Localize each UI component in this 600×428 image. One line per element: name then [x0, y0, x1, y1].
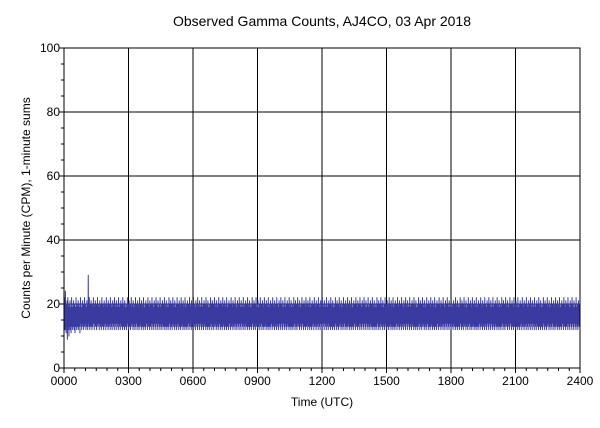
x-tick-label: 0300 [115, 374, 142, 388]
chart-title: Observed Gamma Counts, AJ4CO, 03 Apr 201… [173, 13, 471, 29]
y-tick-label: 60 [47, 169, 61, 183]
x-tick-label: 0000 [51, 374, 78, 388]
x-tick-label: 2400 [567, 374, 594, 388]
x-tick-label: 1500 [373, 374, 400, 388]
series-layer [63, 271, 581, 340]
x-tick-label: 2100 [502, 374, 529, 388]
y-tick-label: 100 [40, 41, 60, 55]
minor-ticks [61, 63, 570, 371]
y-tick-label: 0 [53, 361, 60, 375]
y-axis-ticks: 0 20 40 60 80 100 [40, 41, 64, 375]
x-axis-title: Time (UTC) [291, 395, 353, 409]
x-tick-label: 0600 [180, 374, 207, 388]
x-tick-label: 0900 [244, 374, 271, 388]
x-tick-label: 1800 [438, 374, 465, 388]
gamma-counts-series-line [63, 271, 581, 340]
x-tick-label: 1200 [309, 374, 336, 388]
y-tick-label: 80 [47, 105, 61, 119]
y-tick-label: 40 [47, 233, 61, 247]
y-tick-label: 20 [47, 297, 61, 311]
y-axis-title: Counts per Minute (CPM), 1-minute sums [19, 97, 33, 318]
x-axis-ticks: 0000 0300 0600 0900 1200 1500 1800 2100 2400 [51, 368, 594, 388]
